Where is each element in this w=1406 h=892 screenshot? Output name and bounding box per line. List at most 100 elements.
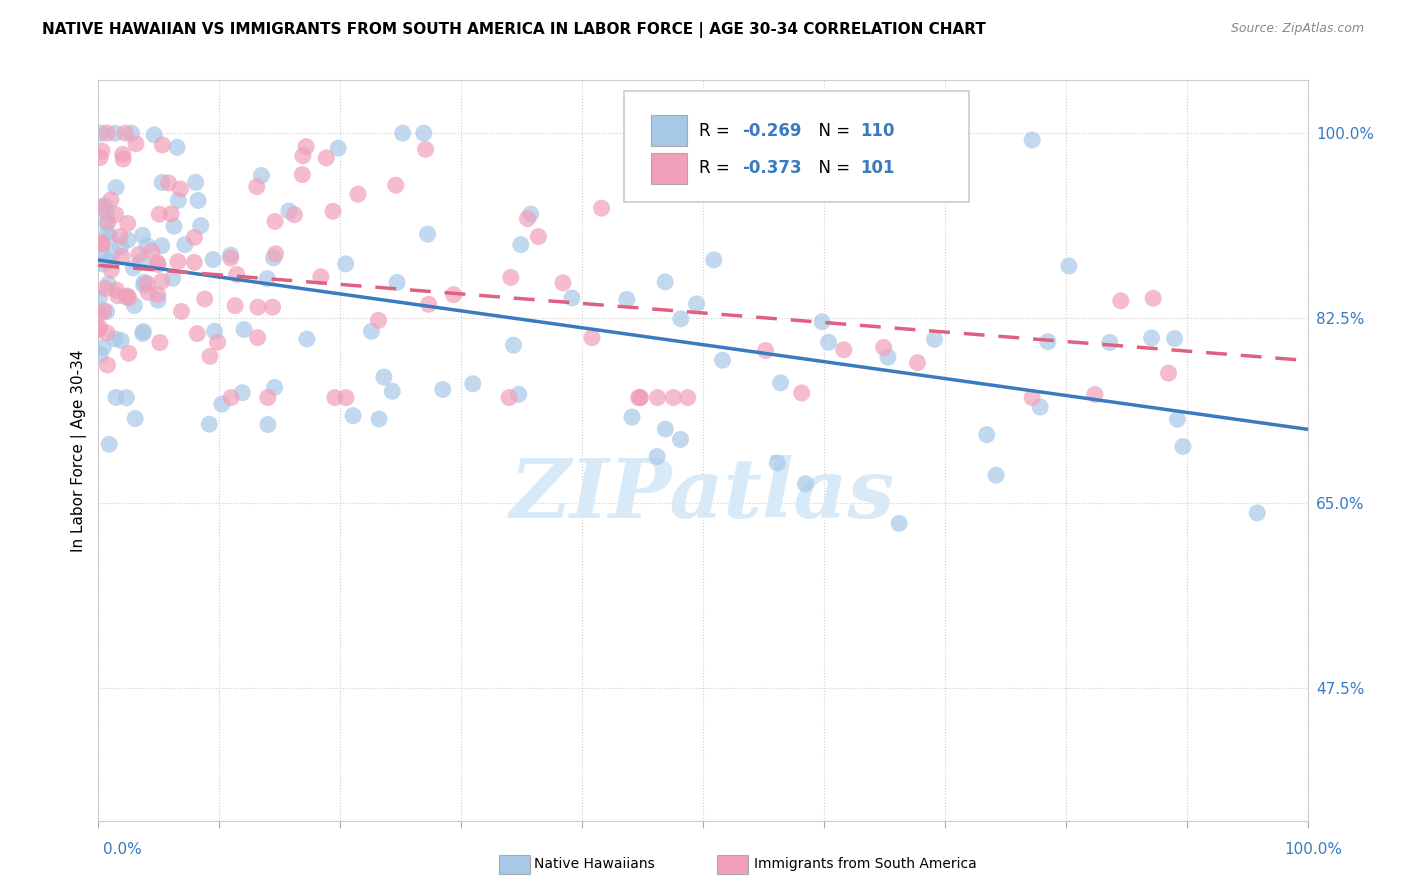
Point [110,334,132,348]
Point [283,208,305,222]
Point [264,246,287,260]
Point [96,326,118,340]
Point [907,160,929,174]
Point [131,253,153,268]
Point [685,297,707,311]
Point [1163,332,1185,346]
Text: R =: R = [699,160,735,178]
Point [219,248,242,262]
Text: 100.0%: 100.0% [1285,842,1343,856]
Point [231,385,253,400]
Point [224,299,246,313]
Point [246,300,269,314]
Point [187,194,209,208]
Point [627,391,650,405]
Point [149,335,172,350]
Point [887,516,910,531]
Point [136,238,159,252]
Point [1171,440,1194,454]
Point [190,219,212,233]
Text: 101: 101 [860,160,894,178]
Point [342,409,364,423]
Point [322,204,344,219]
Point [502,338,524,352]
Point [134,275,156,289]
Point [498,391,520,405]
Point [117,289,139,303]
Point [499,270,522,285]
Point [233,322,256,336]
Point [146,287,169,301]
Point [96,226,118,240]
Point [620,410,643,425]
Point [703,252,725,267]
Point [167,194,190,208]
Point [1109,293,1132,308]
Point [146,255,169,269]
Point [628,391,651,405]
Point [89,291,111,305]
Point [256,391,278,405]
Point [1021,133,1043,147]
Point [754,343,776,358]
Point [96,358,118,372]
Point [93,198,115,212]
Point [291,168,314,182]
Point [117,233,139,247]
Point [150,137,173,152]
Point [1029,400,1052,414]
Point [112,152,135,166]
Point [136,285,159,300]
Point [766,456,789,470]
Point [263,251,285,265]
Text: ZIPatlas: ZIPatlas [510,455,896,535]
Point [90,235,112,250]
Point [91,201,114,215]
Point [432,383,454,397]
Bar [651,115,688,146]
Point [219,251,242,265]
Point [98,437,121,451]
Point [148,207,170,221]
Point [111,147,134,161]
Point [385,178,408,193]
Point [976,427,998,442]
Text: 110: 110 [860,121,894,140]
Point [89,348,111,362]
Point [256,271,278,285]
Point [811,315,834,329]
Point [1140,331,1163,345]
Point [173,237,195,252]
Point [132,326,155,341]
Text: N =: N = [808,121,856,140]
Point [184,175,207,189]
Point [309,269,332,284]
Point [315,151,337,165]
Point [645,450,668,464]
Point [128,247,150,261]
Point [219,391,242,405]
Point [117,217,139,231]
Point [104,126,127,140]
Point [132,278,155,293]
Point [1246,506,1268,520]
Point [360,324,382,338]
Point [924,332,946,346]
Point [97,277,120,291]
Point [277,204,299,219]
Point [817,335,839,350]
Point [115,391,138,405]
Point [1142,291,1164,305]
Point [873,341,896,355]
Point [98,230,121,244]
Point [984,468,1007,483]
Point [211,397,233,411]
Point [769,376,792,390]
Point [335,391,357,405]
Point [198,349,221,363]
Point [122,260,145,275]
Point [907,356,929,370]
Point [104,391,127,405]
Point [1057,259,1080,273]
Point [100,263,122,277]
